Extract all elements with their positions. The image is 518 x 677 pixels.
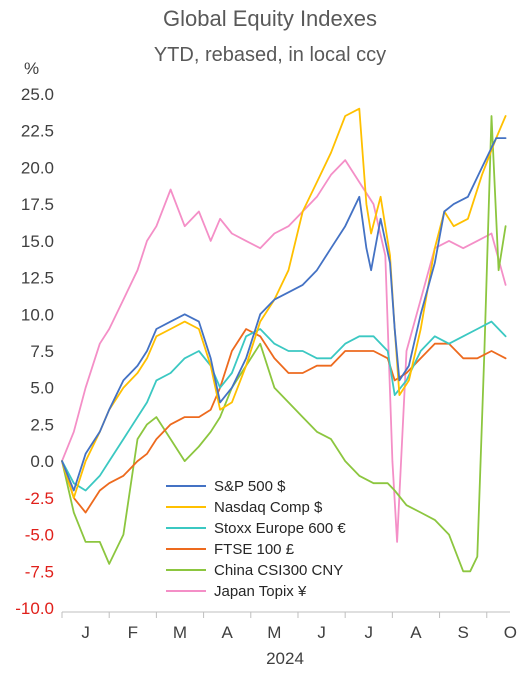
series-line	[61, 159, 507, 543]
series-line	[61, 115, 507, 573]
y-tick-label: -10.0	[15, 599, 54, 618]
legend: S&P 500 $ Nasdaq Comp $ Stoxx Europe 600 €…	[166, 478, 346, 600]
y-axis-unit: %	[24, 59, 39, 78]
x-month-label: A	[410, 623, 422, 642]
y-tick-label: 17.5	[21, 195, 54, 214]
x-month-label: J	[317, 623, 326, 642]
y-tick-label: 12.5	[21, 269, 54, 288]
series-line	[61, 137, 507, 492]
legend-label: FTSE 100 £	[214, 541, 295, 558]
legend-label: S&P 500 $	[214, 478, 286, 495]
y-tick-label: 10.0	[21, 305, 54, 324]
y-tick-label: 25.0	[21, 85, 54, 104]
y-tick-label: -7.5	[25, 562, 54, 581]
x-month-label: J	[81, 623, 90, 642]
chart-subtitle: YTD, rebased, in local ccy	[154, 44, 386, 66]
legend-label: Nasdaq Comp $	[214, 499, 323, 516]
y-tick-label: 15.0	[21, 232, 54, 251]
legend-label: Stoxx Europe 600 €	[214, 520, 346, 537]
series-line	[61, 320, 507, 492]
x-month-label: M	[173, 623, 187, 642]
x-month-label: O	[504, 623, 517, 642]
y-tick-label: 20.0	[21, 158, 54, 177]
y-tick-label: 22.5	[21, 122, 54, 141]
x-month-label: M	[267, 623, 281, 642]
chart-title: Global Equity Indexes	[163, 6, 377, 31]
x-month-label: S	[457, 623, 468, 642]
series-line	[61, 328, 507, 514]
x-month-label: A	[222, 623, 234, 642]
legend-label: Japan Topix ¥	[214, 583, 307, 600]
series-lines	[61, 107, 507, 573]
x-month-label: F	[128, 623, 138, 642]
x-month-label: J	[365, 623, 374, 642]
y-tick-label: -2.5	[25, 489, 54, 508]
y-tick-label: 5.0	[30, 379, 54, 398]
x-axis-year: 2024	[266, 649, 304, 668]
y-tick-label: 2.5	[30, 415, 54, 434]
legend-label: China CSI300 CNY	[214, 562, 343, 579]
series-line	[61, 107, 507, 499]
y-tick-label: -5.0	[25, 526, 54, 545]
y-tick-label: 7.5	[30, 342, 54, 361]
y-tick-label: 0.0	[30, 452, 54, 471]
y-axis-ticks: 25.0 22.5 20.0 17.5 15.0 12.5 10.0 7.5 5.0 2.5 0.0…	[15, 85, 54, 618]
